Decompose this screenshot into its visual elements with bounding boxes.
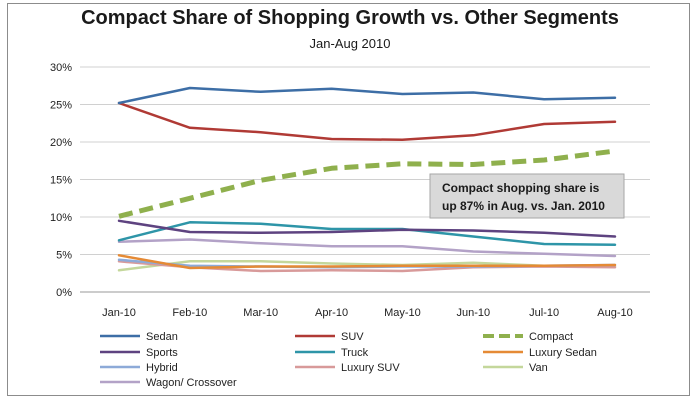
series-line-suv bbox=[117, 101, 617, 142]
annotation-line-2: up 87% in Aug. vs. Jan. 2010 bbox=[442, 199, 605, 213]
x-tick-label: Aug-10 bbox=[597, 307, 632, 319]
x-tick-label: Feb-10 bbox=[172, 307, 207, 319]
legend-label: Luxury SUV bbox=[341, 362, 400, 374]
series-line-sports bbox=[117, 219, 617, 238]
legend-label: Hybrid bbox=[146, 362, 178, 374]
legend-label: Van bbox=[529, 362, 548, 374]
annotation-line-1: Compact shopping share is bbox=[442, 181, 600, 195]
y-axis: 0% 5% 10% 15% 20% 25% 30% bbox=[50, 62, 72, 299]
series-line-sedan bbox=[117, 86, 617, 105]
y-tick-label: 15% bbox=[50, 175, 72, 187]
annotation-box: Compact shopping share is up 87% in Aug.… bbox=[429, 173, 625, 219]
y-tick-label: 25% bbox=[50, 100, 72, 112]
legend-label: Compact bbox=[529, 331, 573, 343]
series-line-truck bbox=[117, 221, 617, 247]
series-line-wagon-crossover bbox=[117, 238, 617, 258]
legend-label: SUV bbox=[341, 331, 364, 343]
gridlines bbox=[80, 66, 650, 293]
x-tick-label: Jan-10 bbox=[102, 307, 136, 319]
y-tick-label: 10% bbox=[50, 212, 72, 224]
chart-title: Compact Share of Shopping Growth vs. Oth… bbox=[81, 7, 619, 29]
series-line-luxury-sedan bbox=[117, 254, 617, 270]
series-lines bbox=[117, 86, 617, 273]
x-tick-label: May-10 bbox=[384, 307, 421, 319]
y-tick-label: 5% bbox=[56, 250, 72, 262]
legend-label: Luxury Sedan bbox=[529, 347, 597, 359]
legend: Sedan SUV Compact Sports Truck Luxury Sedan Hy… bbox=[100, 331, 597, 389]
legend-label: Sports bbox=[146, 347, 178, 359]
y-tick-label: 20% bbox=[50, 137, 72, 149]
x-tick-label: Jun-10 bbox=[456, 307, 490, 319]
x-tick-label: Apr-10 bbox=[315, 307, 348, 319]
y-tick-label: 0% bbox=[56, 287, 72, 299]
y-tick-label: 30% bbox=[50, 62, 72, 74]
legend-label: Truck bbox=[341, 347, 369, 359]
series-line-compact bbox=[118, 148, 616, 219]
x-axis: Jan-10 Feb-10 Mar-10 Apr-10 May-10 Jun-10 Jul-… bbox=[102, 307, 633, 319]
x-tick-label: Jul-10 bbox=[529, 307, 559, 319]
chart-subtitle: Jan-Aug 2010 bbox=[309, 36, 391, 51]
legend-label: Sedan bbox=[146, 331, 178, 343]
annotation-background bbox=[429, 173, 625, 219]
legend-label: Wagon/ Crossover bbox=[146, 377, 237, 389]
x-tick-label: Mar-10 bbox=[243, 307, 278, 319]
